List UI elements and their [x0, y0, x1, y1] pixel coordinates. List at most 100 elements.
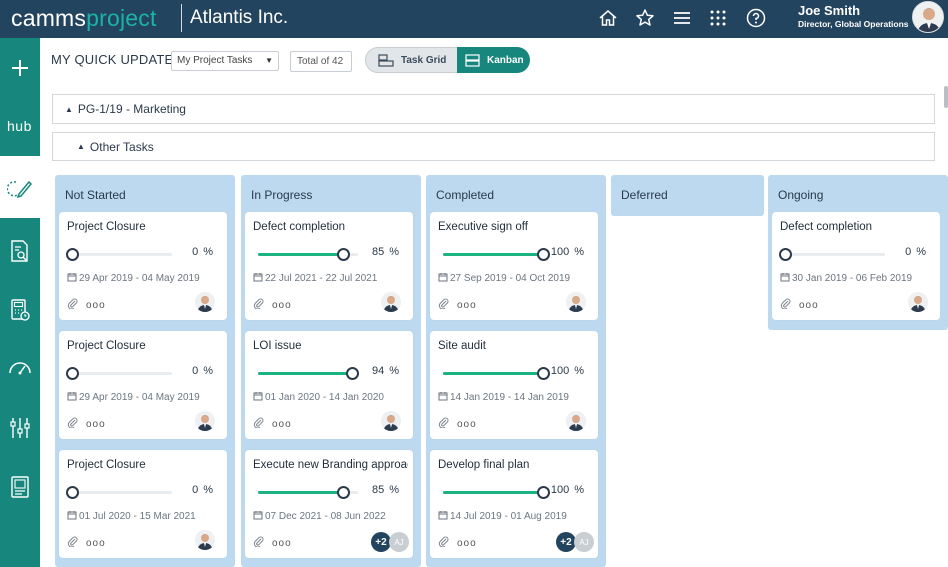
other-tasks-row[interactable]: ▲ Other Tasks [52, 132, 935, 161]
progress-handle[interactable] [537, 486, 550, 499]
assignee-avatar[interactable] [908, 292, 928, 312]
progress-slider[interactable] [258, 486, 358, 499]
assignee-avatar[interactable] [195, 411, 215, 431]
progress-handle[interactable] [337, 486, 350, 499]
progress-fill [443, 491, 543, 494]
more-options-icon[interactable]: ooo [457, 418, 477, 430]
task-card[interactable]: Defect completion 85% 22 Jul 2021 - 22 Jul… [245, 212, 413, 320]
date-range: 29 Apr 2019 - 04 May 2019 [79, 273, 200, 284]
user-name[interactable]: Joe Smith [798, 3, 861, 18]
progress-slider[interactable] [443, 486, 550, 499]
task-grid-button[interactable]: Task Grid [366, 48, 458, 72]
star-icon[interactable] [634, 7, 656, 29]
progress-slider[interactable] [258, 367, 359, 380]
more-options-icon[interactable]: ooo [86, 299, 106, 311]
progress-handle[interactable] [537, 248, 550, 261]
help-icon[interactable] [745, 7, 767, 29]
task-title[interactable]: Site audit [438, 340, 486, 352]
user-avatar[interactable] [912, 1, 944, 33]
attachment-icon[interactable] [438, 534, 449, 552]
more-options-icon[interactable]: ooo [86, 418, 106, 430]
progress-slider[interactable] [66, 248, 172, 261]
more-options-icon[interactable]: ooo [457, 537, 477, 549]
attachment-icon[interactable] [438, 415, 449, 433]
task-card[interactable]: Project Closure 0% 29 Apr 2019 - 04 May 20… [59, 212, 227, 320]
progress-handle[interactable] [66, 367, 79, 380]
progress-handle[interactable] [779, 248, 792, 261]
assignee-avatar[interactable] [566, 292, 586, 312]
apps-grid-icon[interactable] [707, 7, 729, 29]
more-options-icon[interactable]: ooo [86, 537, 106, 549]
progress-handle[interactable] [337, 248, 350, 261]
more-options-icon[interactable]: ooo [799, 299, 819, 311]
task-title[interactable]: Project Closure [67, 340, 146, 352]
progress-handle[interactable] [66, 248, 79, 261]
task-title[interactable]: Defect completion [780, 221, 873, 233]
progress-slider[interactable] [443, 367, 550, 380]
task-card[interactable]: LOI issue 94% 01 Jan 2020 - 14 Jan 2020 ooo [245, 331, 413, 439]
progress-slider[interactable] [258, 248, 358, 261]
dashboard-gauge-icon[interactable] [6, 354, 34, 382]
assignee-avatar[interactable] [195, 292, 215, 312]
hub-icon[interactable]: hub [7, 118, 32, 134]
document-icon[interactable] [6, 473, 34, 501]
task-title[interactable]: Execute new Branding approach [253, 459, 408, 471]
progress-slider[interactable] [66, 367, 172, 380]
progress-slider[interactable] [66, 486, 172, 499]
attachment-icon[interactable] [67, 296, 78, 314]
assignee-avatar[interactable] [195, 530, 215, 550]
home-icon[interactable] [597, 7, 619, 29]
more-options-icon[interactable]: ooo [457, 299, 477, 311]
task-card[interactable]: Executive sign off 100% 27 Sep 2019 - 04 O… [430, 212, 598, 320]
project-group-row[interactable]: ▲ PG-1/19 - Marketing [52, 94, 935, 124]
assignee-avatar[interactable] [566, 411, 586, 431]
task-filter-select[interactable]: My Project Tasks ▼ [171, 51, 279, 71]
kanban-column: Not Started Project Closure 0% 29 Apr 2019 … [55, 175, 235, 567]
task-title[interactable]: Defect completion [253, 221, 346, 233]
attachment-icon[interactable] [253, 415, 264, 433]
assignee-initials-badge[interactable]: AJ [574, 532, 594, 552]
settings-sliders-icon[interactable] [6, 414, 34, 442]
kanban-column: Deferred [611, 175, 764, 216]
plus-icon[interactable] [6, 54, 34, 82]
assignee-avatar[interactable] [381, 411, 401, 431]
task-title[interactable]: Project Closure [67, 221, 146, 233]
task-title[interactable]: Project Closure [67, 459, 146, 471]
progress-slider[interactable] [443, 248, 550, 261]
percent-sign: % [389, 246, 399, 258]
scrollbar-thumb[interactable] [944, 86, 948, 108]
task-card[interactable]: Defect completion 0% 30 Jan 2019 - 06 Feb … [772, 212, 940, 320]
progress-handle[interactable] [537, 367, 550, 380]
more-options-icon[interactable]: ooo [272, 299, 292, 311]
attachment-icon[interactable] [780, 296, 791, 314]
quick-update-icon[interactable] [6, 174, 34, 202]
attachment-icon[interactable] [253, 534, 264, 552]
attachment-icon[interactable] [67, 534, 78, 552]
task-card[interactable]: Site audit 100% 14 Jan 2019 - 14 Jan 2019 o… [430, 331, 598, 439]
more-options-icon[interactable]: ooo [272, 418, 292, 430]
task-card[interactable]: Project Closure 0% 29 Apr 2019 - 04 May 20… [59, 331, 227, 439]
progress-handle[interactable] [346, 367, 359, 380]
task-card[interactable]: Project Closure 0% 01 Jul 2020 - 15 Mar 20… [59, 450, 227, 558]
report-search-icon[interactable] [6, 237, 34, 265]
kanban-button[interactable]: Kanban [457, 47, 530, 73]
app-logo[interactable]: cammsproject [11, 4, 157, 32]
assignee-count-badge[interactable]: +2 [556, 532, 576, 552]
attachment-icon[interactable] [438, 296, 449, 314]
more-options-icon[interactable]: ooo [272, 537, 292, 549]
assignee-initials-badge[interactable]: AJ [389, 532, 409, 552]
task-card[interactable]: Execute new Branding approach 85% 07 Dec 2… [245, 450, 413, 558]
card-footer: ooo [253, 534, 292, 552]
assignee-count-badge[interactable]: +2 [371, 532, 391, 552]
assignee-avatar[interactable] [381, 292, 401, 312]
calculator-icon[interactable] [6, 296, 34, 324]
attachment-icon[interactable] [253, 296, 264, 314]
task-title[interactable]: Develop final plan [438, 459, 530, 471]
attachment-icon[interactable] [67, 415, 78, 433]
task-title[interactable]: Executive sign off [438, 221, 528, 233]
progress-handle[interactable] [66, 486, 79, 499]
task-title[interactable]: LOI issue [253, 340, 302, 352]
progress-slider[interactable] [779, 248, 885, 261]
menu-icon[interactable] [671, 7, 693, 29]
task-card[interactable]: Develop final plan 100% 14 Jul 2019 - 01 A… [430, 450, 598, 558]
